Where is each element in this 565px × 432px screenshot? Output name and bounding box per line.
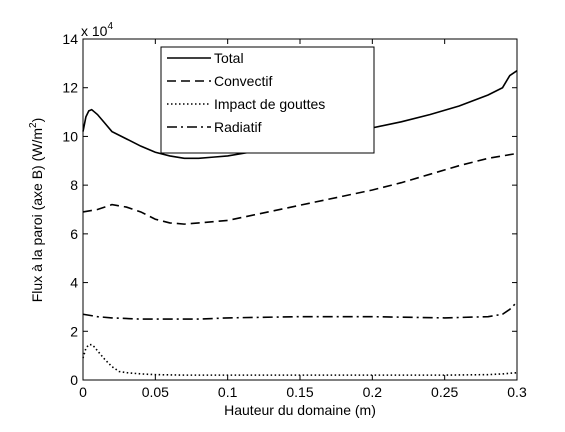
plot-area [82, 69, 518, 376]
x-axis-label: Hauteur du domaine (m) [224, 402, 376, 418]
y-tick-label: 12 [62, 80, 78, 96]
x-tick-label: 0 [79, 384, 87, 400]
x-tick-label: 0.25 [431, 384, 458, 400]
series-line [82, 152, 518, 225]
y-axis-label: Flux à la paroi (axe B) (W/m2) [28, 118, 45, 303]
y-tick-label: 0 [70, 372, 78, 388]
series-line [82, 301, 518, 320]
y-exponent-label: x 104 [81, 21, 113, 39]
legend-label: Total [214, 50, 244, 66]
x-tick-label: 0.2 [363, 384, 383, 400]
y-tick-label: 4 [70, 275, 78, 291]
x-tick-label: 0.3 [507, 384, 527, 400]
x-tick-label: 0.15 [286, 384, 313, 400]
y-tick-label: 14 [62, 31, 78, 47]
legend: Total Convectif Impact de gouttes Radiatif [160, 46, 375, 154]
x-tick-label: 0.05 [142, 384, 169, 400]
y-tick-label: 2 [70, 323, 78, 339]
y-tick-label: 6 [70, 226, 78, 242]
legend-label: Radiatif [214, 119, 262, 135]
y-tick-label: 10 [62, 128, 78, 144]
legend-label: Convectif [214, 73, 272, 89]
x-tick-label: 0.1 [218, 384, 238, 400]
legend-box [160, 46, 375, 154]
legend-label: Impact de gouttes [214, 96, 325, 112]
axis-ticks: 0 0.05 0.1 0.15 0.2 0.25 0.3 0 2 4 6 8 10 12 14 [62, 31, 527, 400]
series-line [82, 69, 518, 160]
y-tick-label: 8 [70, 177, 78, 193]
